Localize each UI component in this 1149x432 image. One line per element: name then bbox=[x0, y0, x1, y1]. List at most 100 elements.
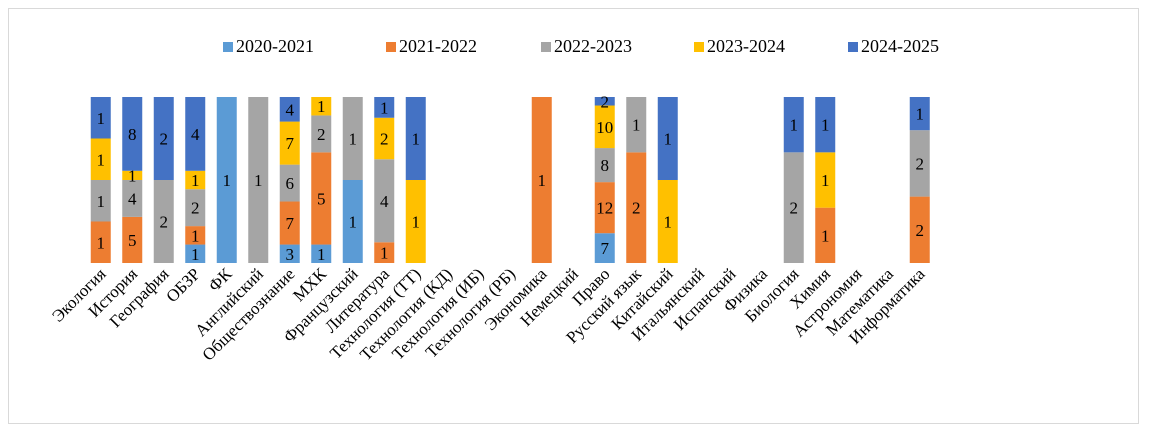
data-label-химия-2024-2025: 1 bbox=[821, 116, 830, 135]
bar-segment-обзр-2021-2022 bbox=[185, 226, 206, 245]
bar-segment-литература-2023-2024 bbox=[374, 117, 395, 160]
bar-segment-фк-2020-2021 bbox=[216, 97, 237, 263]
bar-segment-история-2023-2024 bbox=[122, 170, 143, 180]
data-label-технология-тт-2024-2025: 1 bbox=[412, 130, 421, 149]
data-label-биология-2022-2023: 2 bbox=[790, 199, 799, 218]
bars bbox=[90, 97, 930, 263]
legend-label-2020-2021: 2020-2021 bbox=[236, 36, 314, 56]
data-label-обзр-2020-2021: 1 bbox=[191, 245, 200, 264]
bar-segment-экология-2022-2023 bbox=[90, 180, 111, 222]
legend-label-2022-2023: 2022-2023 bbox=[554, 36, 632, 56]
data-label-литература-2024-2025: 1 bbox=[380, 98, 389, 117]
data-label-обществознание-2021-2022: 7 bbox=[286, 214, 295, 233]
data-label-экономика-2021-2022: 1 bbox=[538, 171, 547, 190]
data-label-история-2024-2025: 8 bbox=[128, 125, 137, 144]
data-label-мхк-2023-2024: 1 bbox=[317, 97, 326, 116]
bar-segment-история-2022-2023 bbox=[122, 180, 143, 217]
bar-segment-китайский-2024-2025 bbox=[657, 97, 678, 180]
data-label-обзр-2023-2024: 1 bbox=[191, 171, 200, 190]
data-label-информатика-2024-2025: 1 bbox=[916, 105, 925, 124]
bar-segment-обзр-2024-2025 bbox=[185, 97, 206, 171]
data-label-обществознание-2024-2025: 4 bbox=[286, 100, 295, 119]
data-label-мхк-2021-2022: 5 bbox=[317, 189, 326, 208]
category-label-обзр: ОБЗР bbox=[162, 264, 204, 306]
data-label-информатика-2021-2022: 2 bbox=[916, 221, 925, 240]
bar-segment-право-2024-2025 bbox=[594, 97, 615, 106]
bar-segment-право-2020-2021 bbox=[594, 233, 615, 263]
legend-swatch-2022-2023 bbox=[541, 42, 551, 52]
data-label-русский-язык-2022-2023: 1 bbox=[632, 116, 641, 135]
stacked-bar-chart: 2020-2021 2021-2022 2022-2023 2023-2024 2024… bbox=[48, 36, 939, 365]
bar-segment-информатика-2024-2025 bbox=[909, 97, 930, 131]
data-label-информатика-2022-2023: 2 bbox=[916, 154, 925, 173]
data-label-химия-2023-2024: 1 bbox=[821, 171, 830, 190]
data-label-история-2022-2023: 4 bbox=[128, 189, 137, 208]
data-label-литература-2023-2024: 2 bbox=[380, 130, 389, 149]
data-label-право-2023-2024: 10 bbox=[596, 118, 613, 137]
legend: 2020-2021 2021-2022 2022-2023 2023-2024 2024… bbox=[223, 36, 939, 56]
data-label-экология-2021-2022: 1 bbox=[97, 233, 106, 252]
bar-segment-информатика-2022-2023 bbox=[909, 130, 930, 197]
bar-segment-экология-2023-2024 bbox=[90, 138, 111, 180]
data-label-обществознание-2022-2023: 6 bbox=[286, 174, 295, 193]
bar-segment-география-2024-2025 bbox=[153, 97, 174, 180]
bar-segment-обществознание-2021-2022 bbox=[279, 201, 300, 245]
bar-segment-русский-язык-2021-2022 bbox=[626, 152, 647, 263]
bar-segment-обществознание-2022-2023 bbox=[279, 164, 300, 202]
data-label-китайский-2024-2025: 1 bbox=[664, 130, 673, 149]
bar-segment-экология-2024-2025 bbox=[90, 97, 111, 139]
bar-segment-литература-2021-2022 bbox=[374, 242, 395, 263]
legend-label-2023-2024: 2023-2024 bbox=[707, 36, 785, 56]
bar-segment-мхк-2021-2022 bbox=[311, 152, 332, 245]
data-label-мхк-2020-2021: 1 bbox=[317, 245, 326, 264]
legend-swatch-2021-2022 bbox=[386, 42, 396, 52]
bar-segment-химия-2021-2022 bbox=[815, 207, 836, 263]
data-label-английский-2022-2023: 1 bbox=[254, 171, 263, 190]
bar-segment-обществознание-2020-2021 bbox=[279, 244, 300, 263]
data-label-право-2022-2023: 8 bbox=[601, 156, 610, 175]
data-label-обзр-2024-2025: 4 bbox=[191, 125, 200, 144]
bar-segment-обзр-2023-2024 bbox=[185, 170, 206, 190]
bar-segment-технология-тт-2023-2024 bbox=[405, 180, 426, 263]
data-label-химия-2021-2022: 1 bbox=[821, 226, 830, 245]
data-label-технология-тт-2023-2024: 1 bbox=[412, 213, 421, 232]
data-label-биология-2024-2025: 1 bbox=[790, 116, 799, 135]
bar-segment-история-2021-2022 bbox=[122, 216, 143, 263]
bar-segment-обществознание-2024-2025 bbox=[279, 97, 300, 122]
data-label-китайский-2023-2024: 1 bbox=[664, 213, 673, 232]
bar-segment-экономика-2021-2022 bbox=[531, 97, 552, 263]
data-label-фк-2020-2021: 1 bbox=[223, 171, 232, 190]
bar-segment-мхк-2022-2023 bbox=[311, 115, 332, 153]
bar-segment-английский-2022-2023 bbox=[248, 97, 269, 263]
data-label-обзр-2021-2022: 1 bbox=[191, 226, 200, 245]
bar-segment-право-2021-2022 bbox=[594, 182, 615, 234]
data-label-экология-2024-2025: 1 bbox=[97, 109, 106, 128]
data-label-география-2024-2025: 2 bbox=[160, 130, 169, 149]
data-label-право-2024-2025: 2 bbox=[601, 92, 610, 111]
bar-segment-химия-2024-2025 bbox=[815, 97, 836, 153]
data-label-право-2021-2022: 12 bbox=[596, 199, 613, 218]
bar-segment-право-2022-2023 bbox=[594, 148, 615, 183]
bar-segment-история-2024-2025 bbox=[122, 97, 143, 171]
data-label-литература-2022-2023: 4 bbox=[380, 192, 389, 211]
data-label-обзр-2022-2023: 2 bbox=[191, 199, 200, 218]
data-label-мхк-2022-2023: 2 bbox=[317, 125, 326, 144]
bar-segment-обзр-2020-2021 bbox=[185, 244, 206, 263]
chart-area: 2020-2021 2021-2022 2022-2023 2023-2024 2024… bbox=[8, 8, 1139, 424]
legend-label-2021-2022: 2021-2022 bbox=[399, 36, 477, 56]
legend-swatch-2023-2024 bbox=[694, 42, 704, 52]
bar-segment-русский-язык-2022-2023 bbox=[626, 97, 647, 153]
data-label-обществознание-2020-2021: 3 bbox=[286, 245, 295, 264]
bar-segment-экология-2021-2022 bbox=[90, 221, 111, 263]
bar-segment-мхк-2020-2021 bbox=[311, 244, 332, 263]
bar-segment-право-2023-2024 bbox=[594, 105, 615, 149]
data-label-экология-2022-2023: 1 bbox=[97, 192, 106, 211]
bar-segment-химия-2023-2024 bbox=[815, 152, 836, 208]
data-label-русский-язык-2021-2022: 2 bbox=[632, 199, 641, 218]
data-label-французский-2022-2023: 1 bbox=[349, 130, 358, 149]
data-label-география-2022-2023: 2 bbox=[160, 213, 169, 232]
bar-segment-французский-2022-2023 bbox=[342, 97, 363, 180]
bar-segment-обзр-2022-2023 bbox=[185, 189, 206, 227]
bar-segment-мхк-2023-2024 bbox=[311, 97, 332, 116]
